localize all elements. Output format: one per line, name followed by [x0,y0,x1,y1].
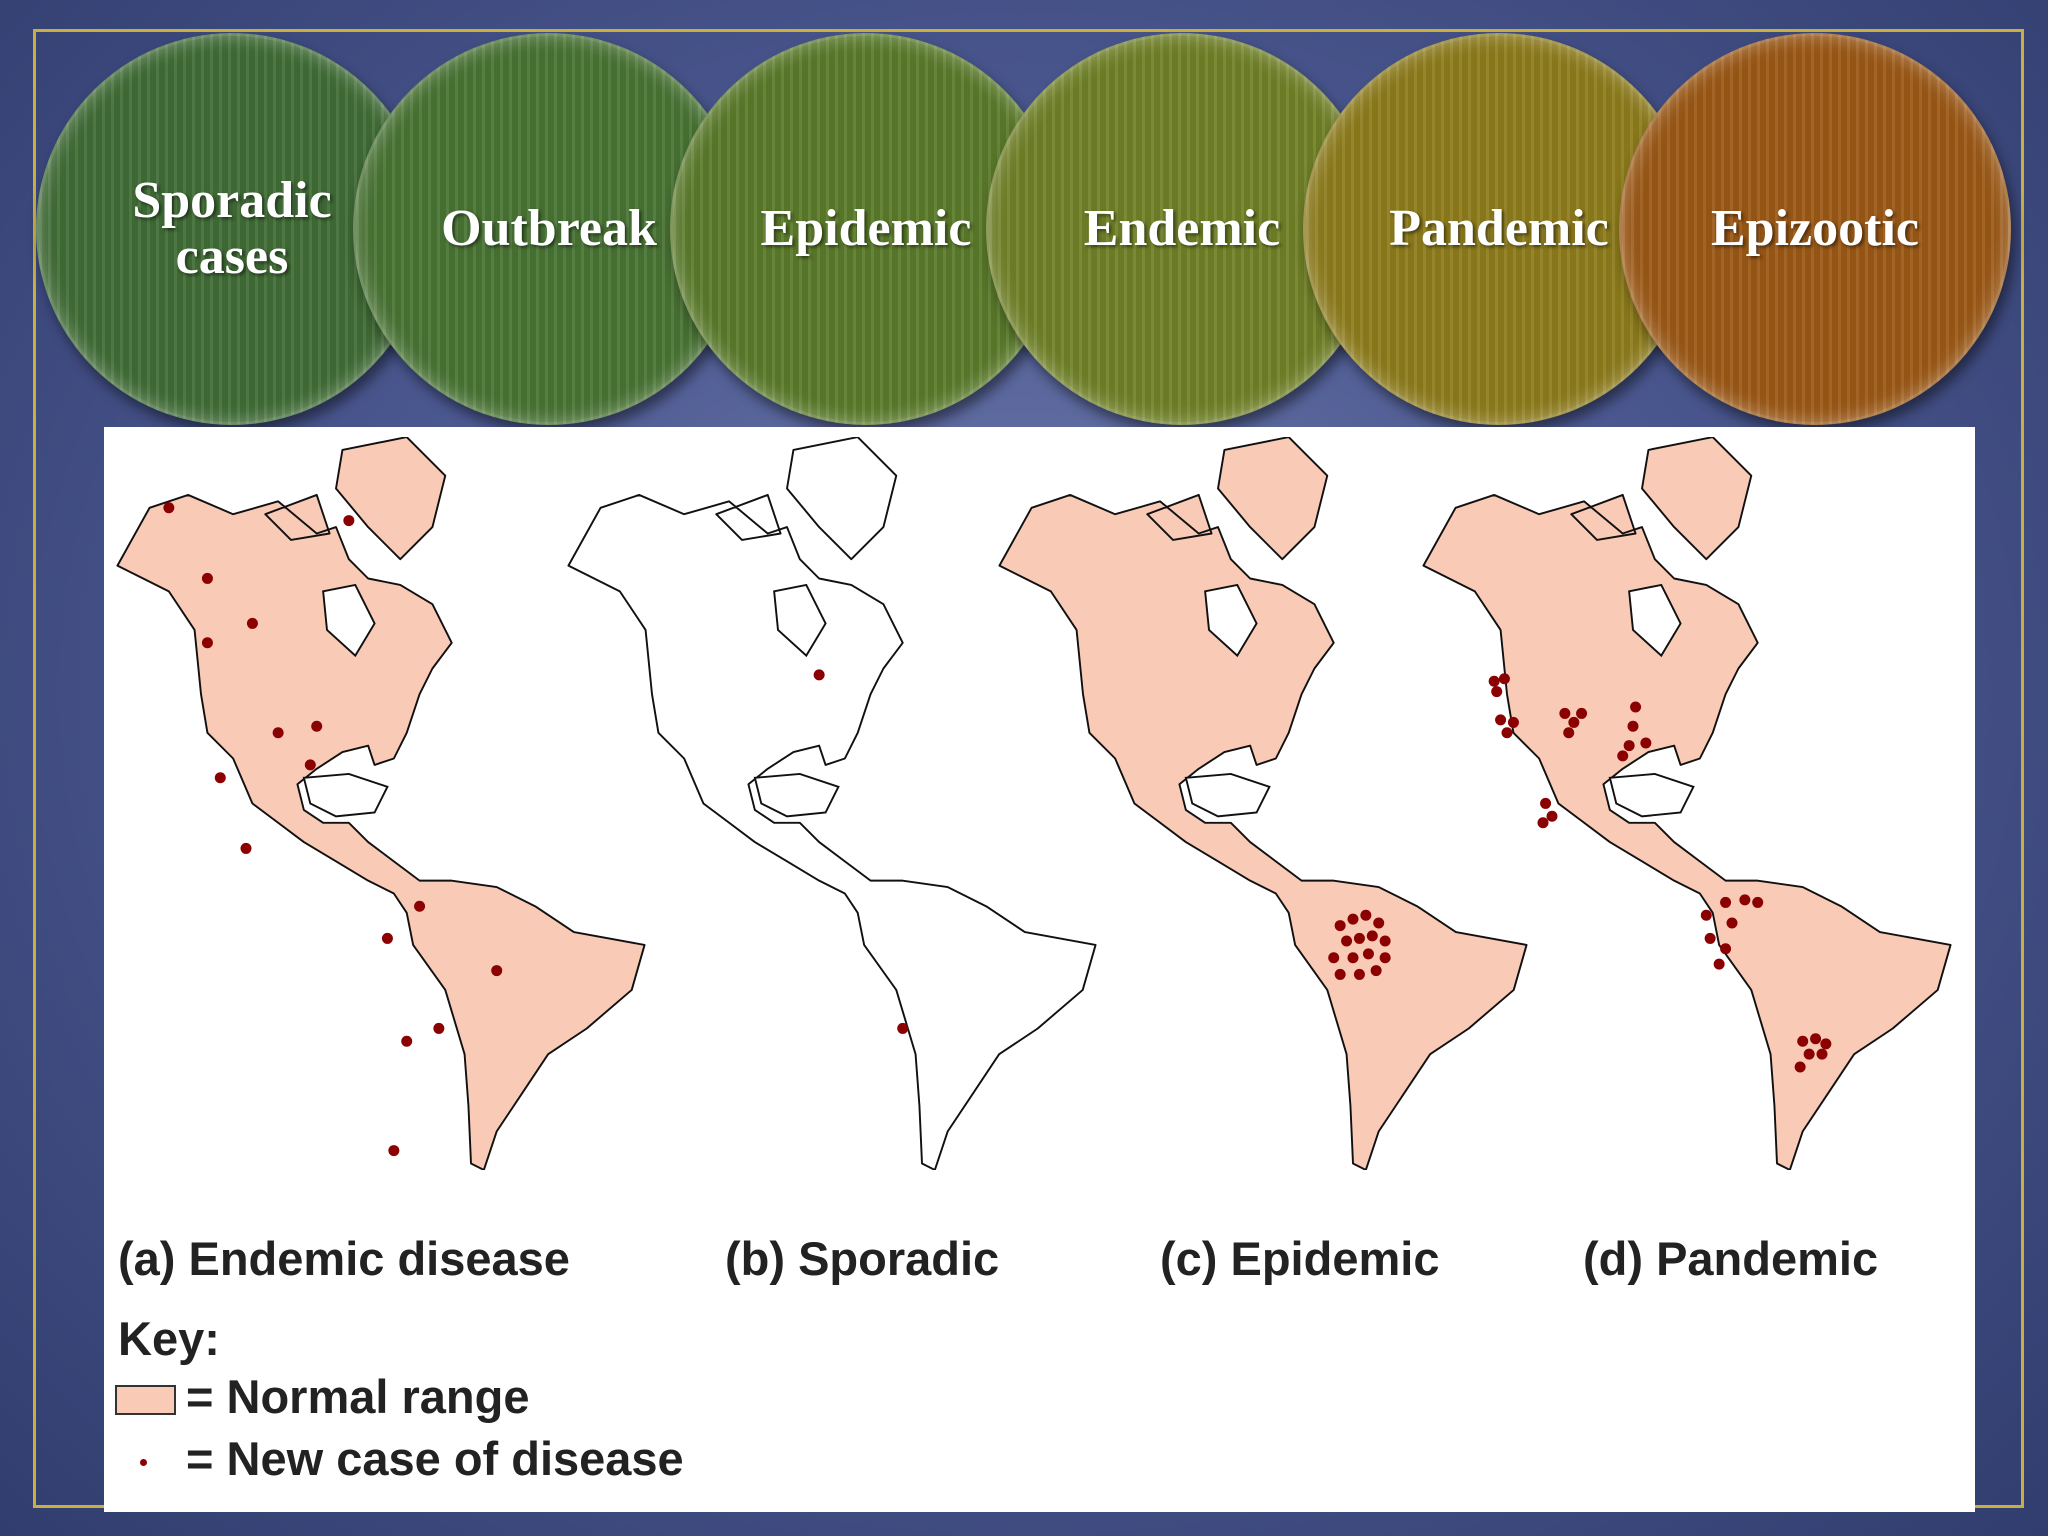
case-dot [1700,909,1712,921]
case-dot [1816,1048,1828,1060]
case-dot [311,720,323,732]
case-dot [1347,952,1359,964]
case-dot [246,617,258,629]
case-dot [1546,810,1558,822]
case-dot [1568,716,1580,728]
case-dot [1752,896,1764,908]
case-dot [201,572,213,584]
map [116,437,646,1170]
case-dot [1379,935,1391,947]
case-dot [1820,1038,1832,1050]
case-dot [1720,896,1732,908]
case-dot [1623,740,1635,752]
panel-caption: (c) Epidemic [1160,1232,1440,1285]
stage-label: Outbreak [441,200,657,257]
key-swatch [115,1385,176,1415]
case-dot [1797,1035,1809,1047]
case-dot [1501,727,1513,739]
case-dot [304,759,316,771]
case-dot [491,965,503,977]
panel-caption: (d) Pandemic [1583,1232,1879,1285]
case-dot [1373,917,1385,929]
case-dot [1794,1061,1806,1073]
case-dot [343,515,355,527]
case-dot [897,1022,909,1034]
stage-label: Pandemic [1389,200,1609,257]
case-dot [1362,948,1374,960]
case-dot [1540,797,1552,809]
stage-label: Endemic [1083,200,1281,257]
case-dot [1507,716,1519,728]
case-dot [1495,714,1507,726]
case-dot [1366,930,1378,942]
case-dot [272,727,284,739]
case-dot [1488,675,1500,687]
case-dot [1498,673,1510,685]
case-dot [401,1035,413,1047]
case-dot [1360,909,1372,921]
case-dot [240,842,252,854]
case-dot [1739,894,1751,906]
case-dot [1640,737,1652,749]
case-dot [163,502,175,514]
case-dot [214,772,226,784]
case-dot [1341,935,1353,947]
stage-circle: Epizootic [1619,33,2011,425]
stage-label: Epidemic [760,200,972,257]
stage-circle: Sporadic cases [36,33,428,425]
case-dot [1559,707,1571,719]
case-dot [1630,701,1642,713]
case-dot [388,1145,400,1157]
key-item: = Normal range [186,1370,530,1423]
case-dot [381,932,393,944]
stage-label: Epizootic [1711,200,1919,257]
maps [116,437,1952,1170]
stage-label: Sporadic cases [132,172,332,285]
case-dot [1720,943,1732,955]
figure-panel: (a) Endemic disease (b) Sporadic (c) Epi… [104,427,1975,1512]
case-dot [1353,932,1365,944]
case-dot [201,637,213,649]
key-title: Key: [118,1312,220,1365]
panel-caption: (b) Sporadic [725,1232,1000,1285]
case-dot [1491,686,1503,698]
case-dot [1704,932,1716,944]
key-item: = New case of disease [186,1432,684,1485]
case-dot [1370,965,1382,977]
case-dot [1328,952,1340,964]
case-dot [1563,727,1575,739]
case-dot [433,1022,445,1034]
case-dot [414,900,426,912]
case-dot [1576,707,1588,719]
case-dot [1537,817,1549,829]
case-dot [1810,1033,1822,1045]
case-dot [1347,913,1359,925]
case-dot [1627,720,1639,732]
panel-caption: (a) Endemic disease [118,1232,570,1285]
case-dot [1726,917,1738,929]
case-dot [1803,1048,1815,1060]
case-dot [813,669,825,681]
case-dot [1334,920,1346,932]
case-dot [1334,968,1346,980]
case-dot [1379,952,1391,964]
case-dot [1617,750,1629,762]
map [1422,437,1952,1170]
key-dot [140,1459,147,1466]
case-dot [1353,968,1365,980]
case-dot [1713,958,1725,970]
